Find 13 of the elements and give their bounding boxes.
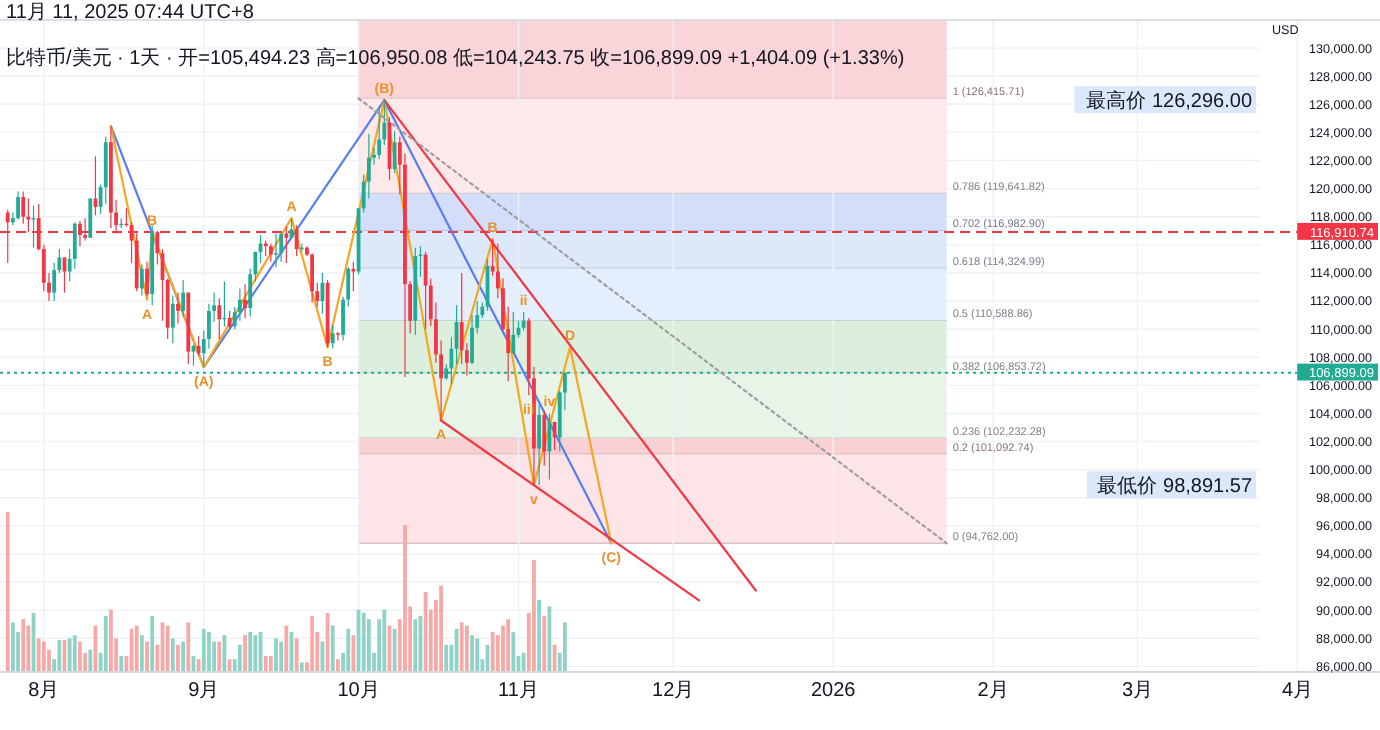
x-tick-label: 4月 (1281, 680, 1314, 702)
x-tick-label: 8月 (28, 680, 60, 702)
annotation: 最高价 126,296.00 (1086, 89, 1253, 114)
x-tick-label: 9月 (188, 680, 220, 702)
x-tick-label: 12月 (652, 680, 695, 702)
x-tick-label: 2月 (977, 680, 1009, 702)
text: 比特币/美元 · 1天 · 开=105,494.23 高=106,950.08 低=104,243.75 收=106,899.09 +1,404.09 (+1.33%) (6, 46, 905, 70)
x-tick-label: 2026 (810, 680, 857, 702)
annotation: 11月 11, 2025 07:44 UTC+8 (6, 2, 255, 24)
x-tick-label: 10月 (337, 680, 380, 702)
x-tick-label: 3月 (1121, 680, 1154, 702)
x-tick-label: 11月 (498, 680, 539, 702)
annotation: 最低价 98,891.57 (1097, 474, 1253, 499)
